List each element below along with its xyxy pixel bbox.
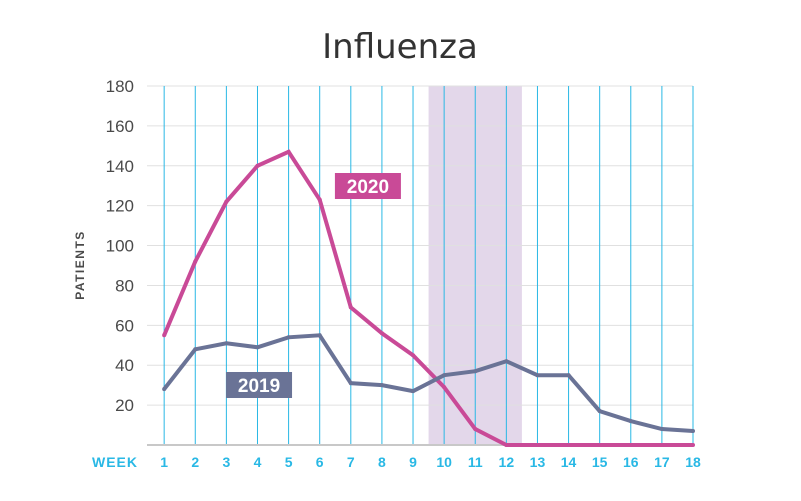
data-point-2020 bbox=[566, 443, 571, 447]
data-point-2019 bbox=[193, 347, 198, 352]
y-tick-label: 20 bbox=[115, 396, 134, 415]
data-point-2020 bbox=[286, 149, 291, 154]
data-point-2020 bbox=[348, 305, 353, 310]
x-tick-label: 13 bbox=[530, 454, 546, 470]
series-tag-2020: 2020 bbox=[347, 177, 389, 198]
series-tag-bg-2020 bbox=[334, 173, 401, 199]
data-point-2020 bbox=[379, 331, 384, 336]
x-tick-label: 17 bbox=[654, 454, 670, 470]
data-point-2020 bbox=[473, 427, 478, 432]
data-point-2020 bbox=[504, 443, 509, 447]
data-point-2019 bbox=[442, 373, 447, 378]
data-point-2019 bbox=[597, 409, 602, 414]
data-point-2019 bbox=[286, 335, 291, 340]
series-tag-2019: 2019 bbox=[238, 376, 280, 397]
series-lines bbox=[162, 149, 695, 447]
y-tick-label: 120 bbox=[106, 197, 134, 216]
y-tick-label: 100 bbox=[106, 237, 134, 256]
x-tick-labels: 1 2 3 4 5 6 7 8 9 10 11 12 13 14 15 16 17 18 bbox=[160, 454, 701, 470]
data-point-2020 bbox=[442, 385, 447, 390]
x-tick-label: 18 bbox=[685, 454, 701, 470]
data-point-2019 bbox=[348, 381, 353, 386]
y-tick-label: 60 bbox=[115, 316, 134, 335]
x-tick-label: 1 bbox=[160, 454, 168, 470]
data-point-2020 bbox=[224, 199, 229, 204]
data-point-2019 bbox=[535, 373, 540, 378]
x-tick-label: 14 bbox=[561, 454, 577, 470]
x-tick-label: 11 bbox=[468, 454, 483, 470]
data-point-2020 bbox=[255, 163, 260, 168]
data-point-2019 bbox=[628, 419, 633, 424]
y-axis-label: PATIENTS bbox=[73, 230, 87, 300]
x-tick-label: 7 bbox=[347, 454, 355, 470]
x-tick-label: 2 bbox=[191, 454, 199, 470]
x-tick-label: 3 bbox=[222, 454, 230, 470]
x-tick-label: 5 bbox=[285, 454, 293, 470]
data-point-2020 bbox=[691, 443, 695, 447]
y-tick-label: 140 bbox=[106, 157, 134, 176]
data-point-2019 bbox=[504, 359, 509, 364]
x-tick-label: 15 bbox=[592, 454, 608, 470]
y-tick-label: 80 bbox=[115, 276, 134, 295]
series-tags: 2020 2019 bbox=[226, 173, 401, 398]
data-point-2020 bbox=[535, 443, 540, 447]
data-point-2019 bbox=[659, 427, 664, 432]
data-point-2019 bbox=[162, 387, 167, 392]
x-tick-label: 6 bbox=[316, 454, 324, 470]
y-tick-label: 160 bbox=[106, 117, 134, 136]
x-tick-label: 8 bbox=[378, 454, 386, 470]
data-point-2020 bbox=[628, 443, 633, 447]
series-line-2019 bbox=[162, 333, 694, 434]
data-point-2019 bbox=[411, 389, 416, 394]
data-point-2019 bbox=[255, 345, 260, 350]
data-point-2020 bbox=[162, 333, 167, 338]
data-point-2020 bbox=[659, 443, 664, 447]
data-point-2020 bbox=[597, 443, 602, 447]
series-tag-bg-2019 bbox=[226, 372, 293, 398]
data-point-2020 bbox=[317, 197, 322, 202]
data-point-2019 bbox=[473, 369, 478, 374]
x-tick-label: 16 bbox=[623, 454, 639, 470]
series-line-2020 bbox=[162, 149, 693, 447]
x-tick-label: 9 bbox=[409, 454, 417, 470]
y-tick-label: 40 bbox=[115, 356, 134, 375]
y-tick-label: 180 bbox=[106, 77, 134, 96]
data-point-2019 bbox=[691, 429, 695, 434]
data-point-2020 bbox=[193, 259, 198, 264]
y-tick-labels: 20 40 60 80 100 120 140 160 180 bbox=[106, 77, 134, 415]
x-tick-label: 10 bbox=[436, 454, 452, 470]
data-point-2019 bbox=[317, 333, 322, 338]
data-point-2019 bbox=[566, 373, 571, 378]
data-point-2019 bbox=[224, 341, 229, 346]
data-point-2019 bbox=[379, 383, 384, 388]
chart-title: Influenza bbox=[322, 27, 478, 67]
x-tick-label: 4 bbox=[254, 454, 262, 470]
x-axis-label: WEEK bbox=[92, 454, 138, 470]
data-point-2020 bbox=[411, 353, 416, 358]
x-tick-label: 12 bbox=[499, 454, 515, 470]
